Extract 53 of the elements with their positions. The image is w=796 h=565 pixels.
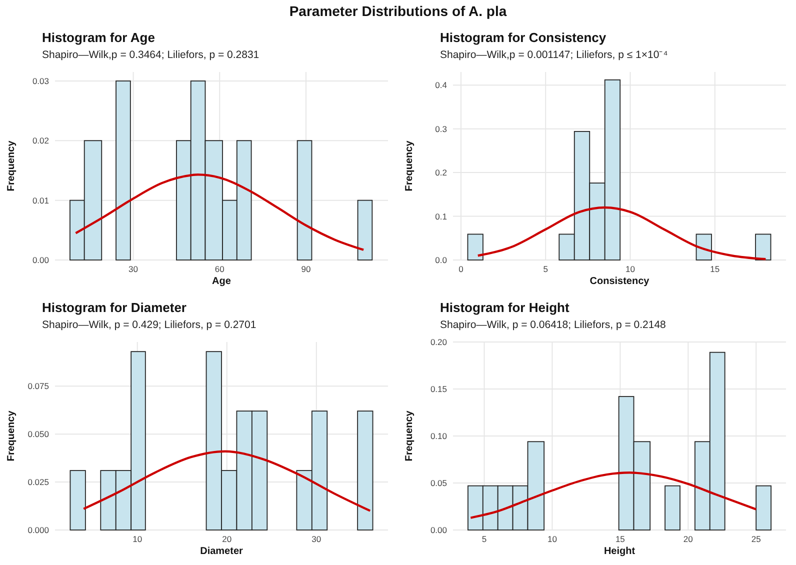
y-tick-label: 0.2: [435, 168, 448, 178]
chart-subtitle: Shapiro—Wilk, p = 0.429; Liliefors, p = 0.2701: [42, 319, 256, 331]
chart-subtitle: Shapiro—Wilk,p = 0.3464; Liliefors, p = 0.2831: [42, 49, 260, 61]
y-tick-label: 0.000: [28, 525, 50, 535]
text: Parameter Distributions of A. pla: [289, 3, 507, 19]
x-tick-label: 25: [751, 534, 762, 544]
x-axis-title: Diameter: [200, 546, 243, 557]
x-tick-label: 15: [615, 534, 626, 544]
x-tick-label: 20: [222, 534, 232, 544]
x-axis-title: Consistency: [590, 276, 650, 287]
line-series: [82, 450, 372, 512]
y-tick-label: 0.025: [28, 477, 50, 488]
x-tick-label: 10: [547, 534, 558, 544]
y-axis-title: Frequency: [404, 140, 415, 192]
y-axis-title: Frequency: [6, 140, 17, 192]
x-tick-label: 90: [301, 264, 311, 274]
x-tick-label: 30: [312, 534, 322, 544]
line-series: [470, 472, 758, 519]
chart-title: Histogram for Age: [42, 30, 155, 45]
x-tick-label: 60: [214, 264, 225, 274]
y-tick-label: 0.15: [430, 384, 448, 394]
x-tick-label: 15: [710, 264, 720, 274]
y-tick-label: 0.05: [430, 478, 448, 488]
y-axis-title: Frequency: [6, 410, 17, 462]
x-tick-label: 5: [543, 264, 548, 274]
x-tick-label: 0: [458, 264, 464, 274]
y-tick-label: 0.1: [435, 211, 448, 222]
chart-title: Histogram for Diameter: [42, 300, 186, 315]
x-tick-label: 20: [683, 534, 694, 544]
y-tick-label: 0.075: [28, 381, 50, 392]
chart-subtitle: Shapiro—Wilk, p = 0.06418; Liliefors, p = 0.2148: [440, 319, 666, 331]
x-axis-title: Height: [604, 546, 636, 557]
y-tick-label: 0.02: [32, 136, 50, 146]
x-axis-title: Age: [212, 276, 232, 287]
y-tick-label: 0.00: [430, 525, 448, 535]
x-tick-label: 10: [626, 264, 636, 274]
y-tick-label: 0.3: [435, 124, 448, 134]
x-tick-label: 10: [132, 534, 142, 544]
y-tick-label: 0.0: [435, 255, 448, 265]
y-tick-label: 0.050: [28, 429, 50, 440]
x-tick-label: 5: [482, 534, 487, 544]
y-tick-label: 0.00: [32, 255, 50, 265]
y-tick-label: 0.10: [430, 431, 448, 441]
y-axis-title: Frequency: [404, 410, 415, 462]
chart-title: Histogram for Consistency: [440, 30, 607, 45]
line-series: [74, 174, 365, 251]
y-tick-label: 0.01: [32, 195, 50, 206]
x-tick-label: 30: [128, 264, 138, 274]
y-tick-label: 0.03: [32, 76, 50, 86]
y-tick-label: 0.4: [435, 80, 448, 90]
chart-title: Histogram for Height: [440, 300, 570, 315]
y-tick-label: 0.20: [430, 337, 448, 347]
chart-subtitle: Shapiro—Wilk,p = 0.001147; Liliefors, p ≤ 1×10⁻⁴: [440, 49, 668, 61]
